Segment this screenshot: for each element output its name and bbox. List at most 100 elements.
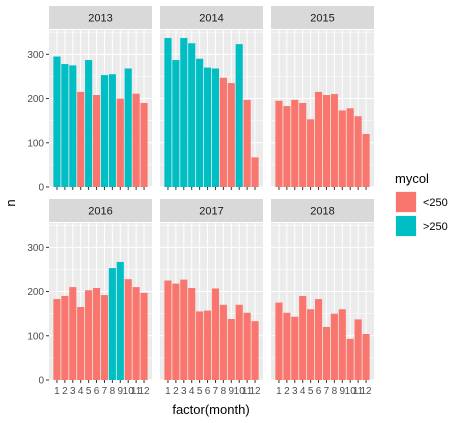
bar-month-4 xyxy=(188,288,196,380)
bar-month-1 xyxy=(275,100,283,187)
x-tick-label: 11 xyxy=(353,386,364,397)
legend-title: mycol xyxy=(395,171,429,186)
bar-month-6 xyxy=(314,299,323,380)
bar-month-1 xyxy=(164,280,172,380)
bar-month-8 xyxy=(219,304,227,380)
bar-month-2 xyxy=(283,312,291,380)
y-tick-label: 300 xyxy=(27,50,44,61)
x-tick-label: 4 xyxy=(78,386,84,397)
bar-month-2 xyxy=(283,106,291,187)
bar-month-4 xyxy=(77,307,85,380)
bar-month-12 xyxy=(362,334,370,380)
y-tick-label: 200 xyxy=(27,287,44,298)
y-tick-label: 0 xyxy=(38,376,44,387)
y-axis-title: n xyxy=(3,199,18,206)
bar-month-7 xyxy=(211,68,220,187)
bar-month-6 xyxy=(203,310,212,380)
x-tick-label: 8 xyxy=(221,386,227,397)
bar-month-12 xyxy=(140,102,148,187)
bar-month-3 xyxy=(180,37,188,187)
x-tick-label: 7 xyxy=(102,386,108,397)
x-tick-label: 4 xyxy=(189,386,195,397)
x-tick-label: 12 xyxy=(360,386,372,397)
bar-month-5 xyxy=(307,309,315,380)
bar-month-12 xyxy=(251,321,259,380)
facet-strip-label: 2016 xyxy=(88,206,112,218)
facet-strip-label: 2013 xyxy=(88,13,112,25)
bar-month-4 xyxy=(188,43,196,187)
facet-strip-label: 2018 xyxy=(310,206,334,218)
x-tick-label: 5 xyxy=(308,386,314,397)
x-tick-label: 7 xyxy=(324,386,330,397)
bar-month-2 xyxy=(172,283,180,380)
bar-month-4 xyxy=(299,295,307,380)
x-tick-label: 8 xyxy=(110,386,116,397)
bar-month-4 xyxy=(77,91,85,187)
bar-month-10 xyxy=(346,338,354,380)
bar-month-9 xyxy=(116,261,124,380)
bar-month-10 xyxy=(235,304,243,380)
bar-month-7 xyxy=(100,75,109,187)
bar-month-1 xyxy=(275,302,283,380)
bar-month-11 xyxy=(243,312,251,380)
bar-month-8 xyxy=(330,313,338,380)
legend: mycol <250 >250 xyxy=(395,171,448,237)
x-tick-label: 10 xyxy=(123,386,135,397)
x-tick-label: 1 xyxy=(276,386,282,397)
bar-month-1 xyxy=(53,299,61,380)
bar-month-6 xyxy=(314,91,323,187)
bar-month-10 xyxy=(235,44,243,187)
bar-month-9 xyxy=(227,83,235,187)
bar-month-11 xyxy=(354,319,362,380)
bar-month-7 xyxy=(322,95,331,187)
bar-month-8 xyxy=(330,94,338,187)
x-tick-label: 9 xyxy=(118,386,124,397)
x-tick-label: 12 xyxy=(249,386,261,397)
y-tick-label: 200 xyxy=(27,94,44,105)
bar-month-7 xyxy=(322,326,331,380)
x-tick-label: 3 xyxy=(292,386,298,397)
bar-month-1 xyxy=(53,56,61,187)
bar-month-5 xyxy=(307,119,315,187)
facet-2013: 2013 0 100 200 300 xyxy=(27,6,152,194)
bar-month-9 xyxy=(338,110,346,187)
y-tick-label: 0 xyxy=(38,183,44,194)
bar-month-4 xyxy=(299,102,307,187)
bar-month-3 xyxy=(291,99,299,187)
bar-month-11 xyxy=(132,287,140,380)
bar-month-5 xyxy=(85,60,93,187)
facet-strip xyxy=(160,6,263,29)
bar-month-12 xyxy=(362,133,370,187)
legend-swatch xyxy=(396,192,416,212)
bar-month-3 xyxy=(69,65,77,187)
bar-month-5 xyxy=(196,58,204,188)
x-tick-label: 9 xyxy=(340,386,346,397)
legend-swatch xyxy=(396,216,416,236)
bar-month-12 xyxy=(251,157,259,187)
x-tick-label: 8 xyxy=(332,386,338,397)
facet-strip xyxy=(160,199,263,222)
facet-strip-label: 2017 xyxy=(199,206,223,218)
y-tick-label: 100 xyxy=(27,331,44,342)
bar-month-6 xyxy=(92,95,101,187)
bar-month-3 xyxy=(180,279,188,380)
bar-month-8 xyxy=(219,77,227,187)
bar-month-7 xyxy=(211,288,220,380)
x-tick-label: 2 xyxy=(62,386,68,397)
bar-month-3 xyxy=(69,287,77,380)
bar-month-10 xyxy=(124,68,132,187)
x-tick-label: 6 xyxy=(205,386,211,397)
x-axis-title: factor(month) xyxy=(172,402,249,417)
x-tick-label: 11 xyxy=(131,386,142,397)
bar-month-5 xyxy=(196,311,204,380)
x-tick-label: 7 xyxy=(213,386,219,397)
x-tick-label: 10 xyxy=(234,386,246,397)
legend-label: <250 xyxy=(423,197,448,209)
facet-2015: 2015 xyxy=(271,6,374,190)
x-tick-label: 5 xyxy=(86,386,92,397)
bar-month-3 xyxy=(291,316,299,380)
facet-strip xyxy=(49,6,152,29)
